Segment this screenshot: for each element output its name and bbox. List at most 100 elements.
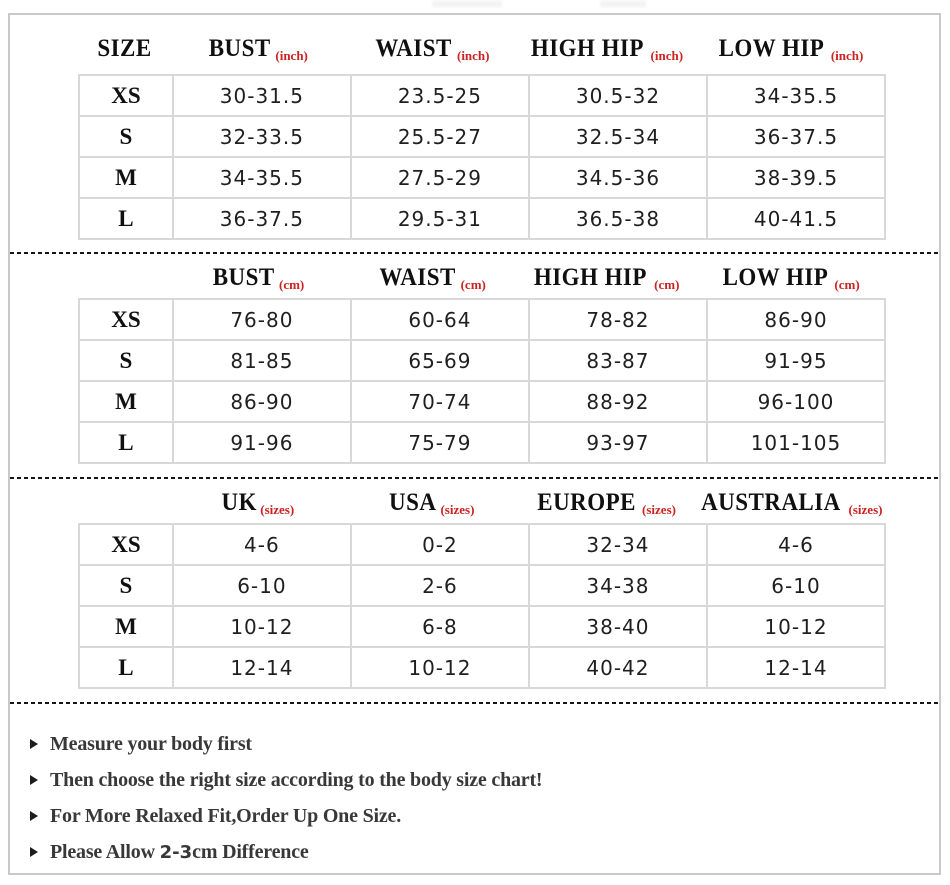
table-row: S 32-33.5 25.5-27 32.5-34 36-37.5 (78, 115, 887, 158)
value-cell: 4-6 (171, 523, 352, 566)
column-header: LOW HIP (cm) (691, 257, 886, 299)
value-cell: 6-10 (171, 564, 352, 607)
value-cell: 10-12 (171, 605, 352, 648)
table-row: XS 76-80 60-64 78-82 86-90 (78, 298, 887, 341)
value-cell: 40-42 (527, 646, 708, 689)
column-header-label: WAIST (378, 264, 456, 291)
note-text: Measure your body first (50, 732, 252, 755)
value-cell: 96-100 (705, 380, 887, 423)
column-header-unit: (inch) (456, 48, 490, 63)
table-row: XS 30-31.5 23.5-25 30.5-32 34-35.5 (78, 74, 887, 117)
column-header-unit: (cm) (278, 277, 305, 292)
column-header-unit: (cm) (654, 277, 680, 292)
value-cell: 34-38 (527, 564, 708, 607)
cropped-text-artifact (600, 1, 646, 7)
note-line: Measure your body first (30, 726, 920, 762)
value-cell: 23.5-25 (349, 74, 530, 117)
notes-list: Measure your body first Then choose the r… (30, 726, 920, 870)
value-cell: 32.5-34 (527, 115, 708, 158)
value-cell: 2-6 (349, 564, 530, 607)
column-header: LOW HIP (inch) (691, 28, 886, 70)
column-header-label: HIGH HIP (530, 35, 644, 62)
column-header-unit: (sizes) (848, 502, 883, 517)
value-cell: 6-8 (349, 605, 530, 648)
size-label-cell: L (78, 421, 174, 464)
value-cell: 91-95 (705, 339, 887, 382)
column-header: UK (sizes) (170, 482, 344, 524)
column-header-unit: (cm) (460, 277, 486, 292)
table-row: L 91-96 75-79 93-97 101-105 (78, 421, 887, 464)
column-header: WAIST (inch) (344, 28, 518, 70)
value-cell: 4-6 (705, 523, 887, 566)
size-label-cell: M (78, 156, 174, 199)
column-header: HIGH HIP (cm) (518, 257, 692, 299)
value-cell: 10-12 (349, 646, 530, 689)
value-cell: 6-10 (705, 564, 887, 607)
value-cell: 27.5-29 (349, 156, 530, 199)
value-cell: 12-14 (705, 646, 887, 689)
measurement-table-cm: XS 76-80 60-64 78-82 86-90 S 81-85 65-69 83-87 91… (78, 298, 887, 464)
international-size-table: XS 4-6 0-2 32-34 4-6 S 6-10 2-6 34-38 6-10 M 10-12 6… (78, 523, 887, 689)
column-header (78, 482, 170, 524)
note-text: Please Allow 2-3cm Difference (50, 840, 309, 863)
column-header-label: USA (389, 489, 437, 516)
column-header-label: UK (221, 489, 257, 516)
column-header: AUSTRALIA (sizes) (691, 482, 886, 524)
table-row: L 36-37.5 29.5-31 36.5-38 40-41.5 (78, 197, 887, 240)
note-highlight: 2-3 (159, 841, 193, 863)
value-cell: 36.5-38 (527, 197, 708, 240)
column-header-label: BUST (212, 264, 275, 291)
column-header-label: HIGH HIP (534, 264, 648, 291)
note-text: Then choose the right size according to … (50, 768, 543, 791)
value-cell: 30-31.5 (171, 74, 352, 117)
value-cell: 25.5-27 (349, 115, 530, 158)
header-row-sizes: UK (sizes) USA (sizes) EUROPE (sizes) AUSTRALI… (78, 482, 886, 524)
value-cell: 12-14 (171, 646, 352, 689)
value-cell: 34-35.5 (171, 156, 352, 199)
column-header: BUST (inch) (170, 28, 344, 70)
column-header-label: LOW HIP (722, 264, 828, 291)
value-cell: 88-92 (527, 380, 708, 423)
column-header: USA (sizes) (344, 482, 518, 524)
note-line: Then choose the right size according to … (30, 762, 920, 798)
column-header: SIZE (78, 28, 170, 70)
value-cell: 75-79 (349, 421, 530, 464)
column-header-label: SIZE (96, 35, 152, 62)
dashed-divider (10, 252, 940, 254)
column-header-unit: (inch) (275, 48, 308, 63)
column-header-unit: (sizes) (642, 502, 676, 517)
size-label-cell: S (78, 115, 174, 158)
column-header-unit: (sizes) (440, 502, 475, 517)
column-header: HIGH HIP (inch) (518, 28, 692, 70)
note-text: For More Relaxed Fit,Order Up One Size. (50, 804, 402, 827)
column-header-label: EUROPE (537, 489, 636, 516)
column-header: WAIST (cm) (344, 257, 518, 299)
value-cell: 36-37.5 (171, 197, 352, 240)
value-cell: 0-2 (349, 523, 530, 566)
column-header-label: LOW HIP (718, 35, 825, 62)
value-cell: 32-34 (527, 523, 708, 566)
size-label-cell: XS (78, 74, 174, 117)
value-cell: 91-96 (171, 421, 352, 464)
cropped-text-artifact (432, 1, 502, 7)
value-cell: 29.5-31 (349, 197, 530, 240)
bullet-triangle-icon (30, 811, 38, 821)
column-header-unit: (cm) (834, 277, 860, 292)
value-cell: 34-35.5 (705, 74, 887, 117)
value-cell: 78-82 (527, 298, 708, 341)
value-cell: 70-74 (349, 380, 530, 423)
value-cell: 10-12 (705, 605, 887, 648)
table-row: S 81-85 65-69 83-87 91-95 (78, 339, 887, 382)
column-header-unit: (inch) (650, 48, 684, 63)
size-label-cell: XS (78, 523, 174, 566)
table-row: S 6-10 2-6 34-38 6-10 (78, 564, 887, 607)
column-header-label: WAIST (375, 35, 452, 62)
column-header: BUST (cm) (170, 257, 344, 299)
value-cell: 86-90 (705, 298, 887, 341)
value-cell: 32-33.5 (171, 115, 352, 158)
size-label-cell: S (78, 339, 174, 382)
column-header: EUROPE (sizes) (518, 482, 692, 524)
size-label-cell: XS (78, 298, 174, 341)
header-row-inch: SIZE BUST (inch) WAIST (inch) HIGH HIP (inch) L… (78, 28, 886, 70)
value-cell: 30.5-32 (527, 74, 708, 117)
